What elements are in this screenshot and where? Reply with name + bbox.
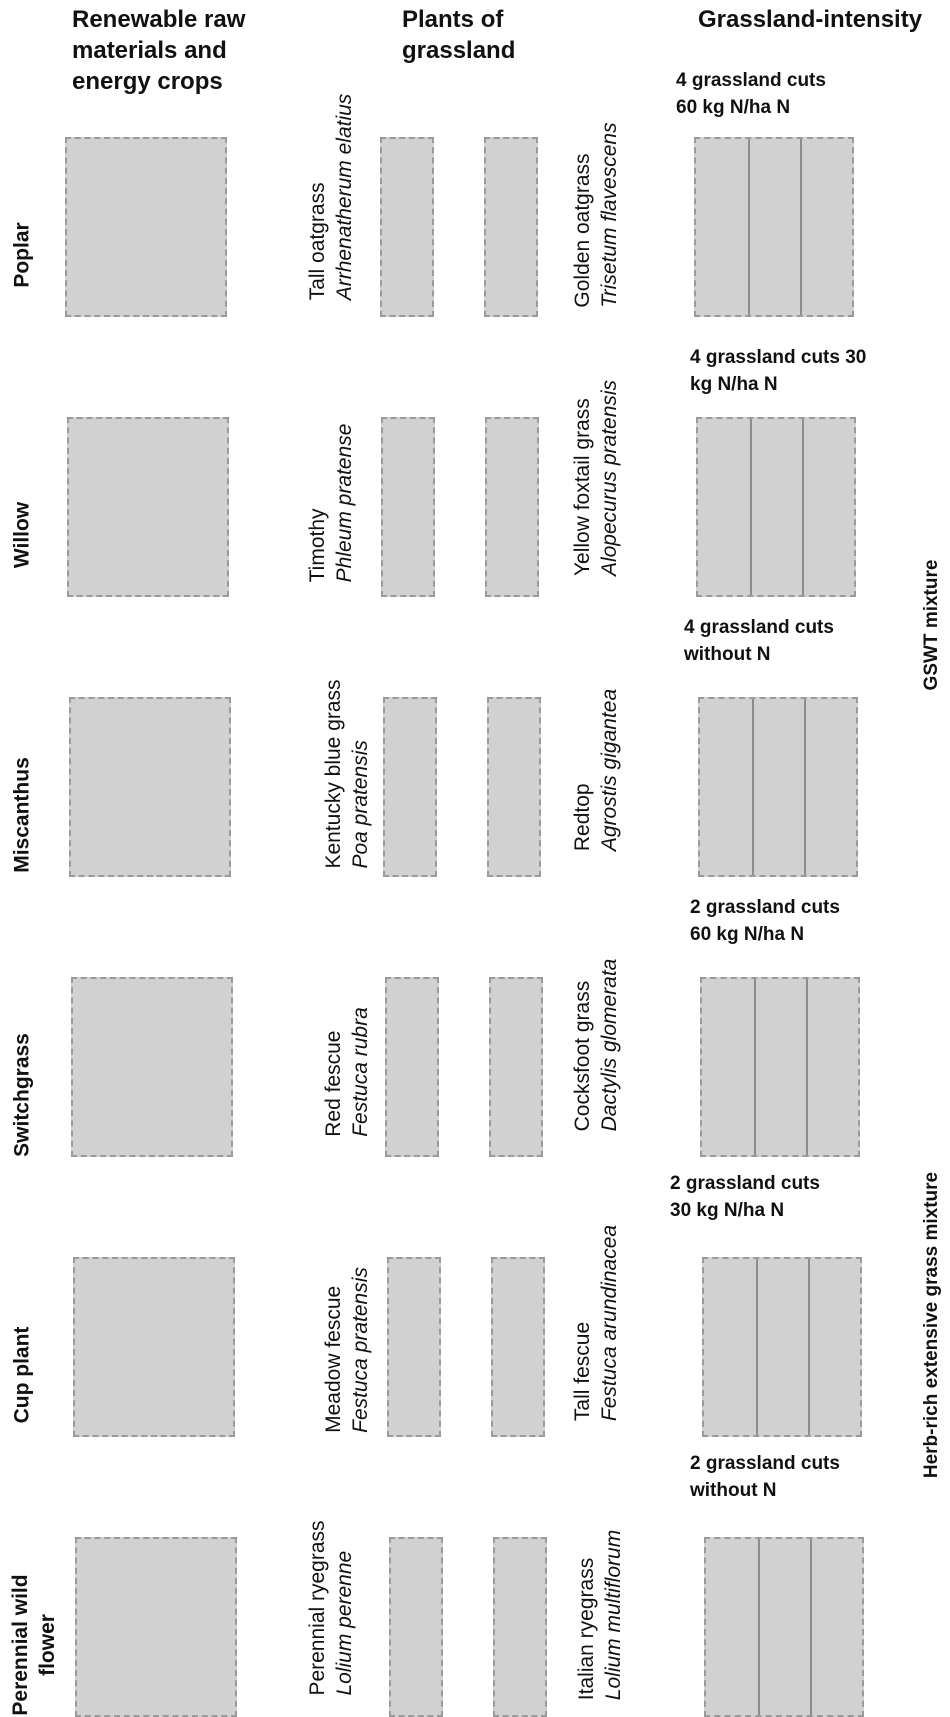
crop-plot [73, 1257, 235, 1437]
crop-plot [65, 137, 227, 317]
plot-divider [748, 139, 750, 315]
intensity-label: 4 grassland cuts 60 kg N/ha N [676, 70, 826, 118]
grass-a-label: Meadow fescue Festuca pratensis [320, 1267, 374, 1433]
crop-plot [71, 977, 233, 1157]
grass-b-name: Cocksfoot grass [571, 980, 594, 1132]
crop-label: Poplar [10, 222, 34, 288]
plot-divider [800, 139, 802, 315]
plot-divider [754, 979, 756, 1155]
grass-a-plot [380, 137, 434, 317]
header-grassland-intensity: Grassland-intensity [698, 6, 923, 33]
grass-b-plot [485, 417, 539, 597]
grass-a-name: Kentucky blue grass [322, 679, 345, 869]
grass-a-label: Kentucky blue grass Poa pratensis [320, 679, 374, 868]
grass-a-plot [387, 1257, 441, 1437]
grass-a-species: Arrhenatherum elatius [333, 93, 356, 301]
grass-b-species: Lolium multiflorum [602, 1529, 625, 1701]
crop-plot [75, 1537, 237, 1717]
header-grassland-plants: Plants of grassland [402, 6, 516, 64]
grass-b-species: Festuca arundinacea [598, 1224, 621, 1422]
plot-divider [802, 419, 804, 595]
grass-b-label: Golden oatgrass Trisetum flavescens [569, 122, 623, 307]
grass-b-name: Italian ryegrass [575, 1557, 598, 1701]
plot-divider [806, 979, 808, 1155]
crop-label: Miscanthus [10, 757, 34, 873]
grass-b-species: Dactylis glomerata [598, 958, 621, 1132]
grass-a-species: Festuca rubra [349, 1007, 372, 1137]
grass-a-name: Tall oatgrass [306, 182, 329, 301]
grass-a-species: Festuca pratensis [349, 1267, 372, 1433]
grass-b-species: Agrostis gigantea [598, 688, 621, 852]
grass-b-label: Redtop Agrostis gigantea [569, 689, 623, 851]
grass-a-plot [381, 417, 435, 597]
grass-b-name: Golden oatgrass [571, 153, 594, 308]
grass-b-name: Tall fescue [571, 1321, 594, 1422]
grass-a-label: Red fescue Festuca rubra [320, 1007, 374, 1137]
plot-divider [804, 699, 806, 875]
plot-divider [750, 419, 752, 595]
grass-b-label: Cocksfoot grass Dactylis glomerata [569, 959, 623, 1132]
grass-a-name: Red fescue [322, 1030, 345, 1137]
grass-a-label: Tall oatgrass Arrhenatherum elatius [304, 94, 358, 301]
intensity-plot [704, 1537, 864, 1717]
intensity-label: 2 grassland cuts without N [690, 1453, 840, 1501]
intensity-label: 2 grassland cuts 60 kg N/ha N [690, 897, 840, 945]
grass-b-name: Redtop [571, 783, 594, 852]
side-label-herb-rich-mixture: Herb-rich extensive grass mixture [921, 1171, 942, 1479]
grass-b-plot [487, 697, 541, 877]
plot-divider [808, 1259, 810, 1435]
crop-label: Willow [10, 501, 34, 569]
grass-a-species: Lolium perenne [333, 1550, 356, 1696]
grass-b-plot [493, 1537, 547, 1717]
crop-label: Perennial wild flower [7, 1574, 61, 1715]
plot-divider [810, 1539, 812, 1715]
grass-b-plot [484, 137, 538, 317]
grass-a-plot [389, 1537, 443, 1717]
intensity-plot [694, 137, 854, 317]
grass-b-label: Yellow foxtail grass Alopecurus pratensi… [569, 380, 623, 576]
crop-label-text: Perennial wild flower [9, 1574, 59, 1716]
grass-b-species: Alopecurus pratensis [598, 379, 621, 577]
grass-b-plot [491, 1257, 545, 1437]
crop-plot [69, 697, 231, 877]
crop-plot [67, 417, 229, 597]
plot-divider [752, 699, 754, 875]
grass-b-label: Tall fescue Festuca arundinacea [569, 1225, 623, 1421]
grass-a-species: Poa pratensis [349, 740, 372, 869]
intensity-label: 4 grassland cuts without N [684, 617, 834, 665]
intensity-plot [696, 417, 856, 597]
intensity-label: 4 grassland cuts 30 kg N/ha N [690, 347, 867, 395]
intensity-label: 2 grassland cuts 30 kg N/ha N [670, 1173, 820, 1221]
grass-a-plot [383, 697, 437, 877]
plot-divider [758, 1539, 760, 1715]
intensity-plot [700, 977, 860, 1157]
grass-a-name: Meadow fescue [322, 1285, 345, 1433]
header-renewable-crops: Renewable raw materials and energy crops [72, 6, 246, 95]
intensity-plot [702, 1257, 862, 1437]
grass-b-label: Italian ryegrass Lolium multiflorum [573, 1530, 627, 1700]
grass-a-species: Phleum pratense [333, 423, 356, 583]
grass-a-plot [385, 977, 439, 1157]
grass-b-name: Yellow foxtail grass [571, 398, 594, 577]
grass-a-label: Timothy Phleum pratense [304, 424, 358, 583]
side-label-gswt-mixture: GSWT mixture [921, 559, 942, 691]
grass-b-plot [489, 977, 543, 1157]
grass-b-species: Trisetum flavescens [598, 122, 621, 308]
grass-a-name: Perennial ryegrass [306, 1520, 329, 1696]
grass-a-label: Perennial ryegrass Lolium perenne [304, 1520, 358, 1695]
grass-a-name: Timothy [306, 508, 329, 583]
intensity-plot [698, 697, 858, 877]
crop-label: Switchgrass [10, 1033, 34, 1157]
plot-divider [756, 1259, 758, 1435]
crop-label: Cup plant [10, 1326, 34, 1424]
